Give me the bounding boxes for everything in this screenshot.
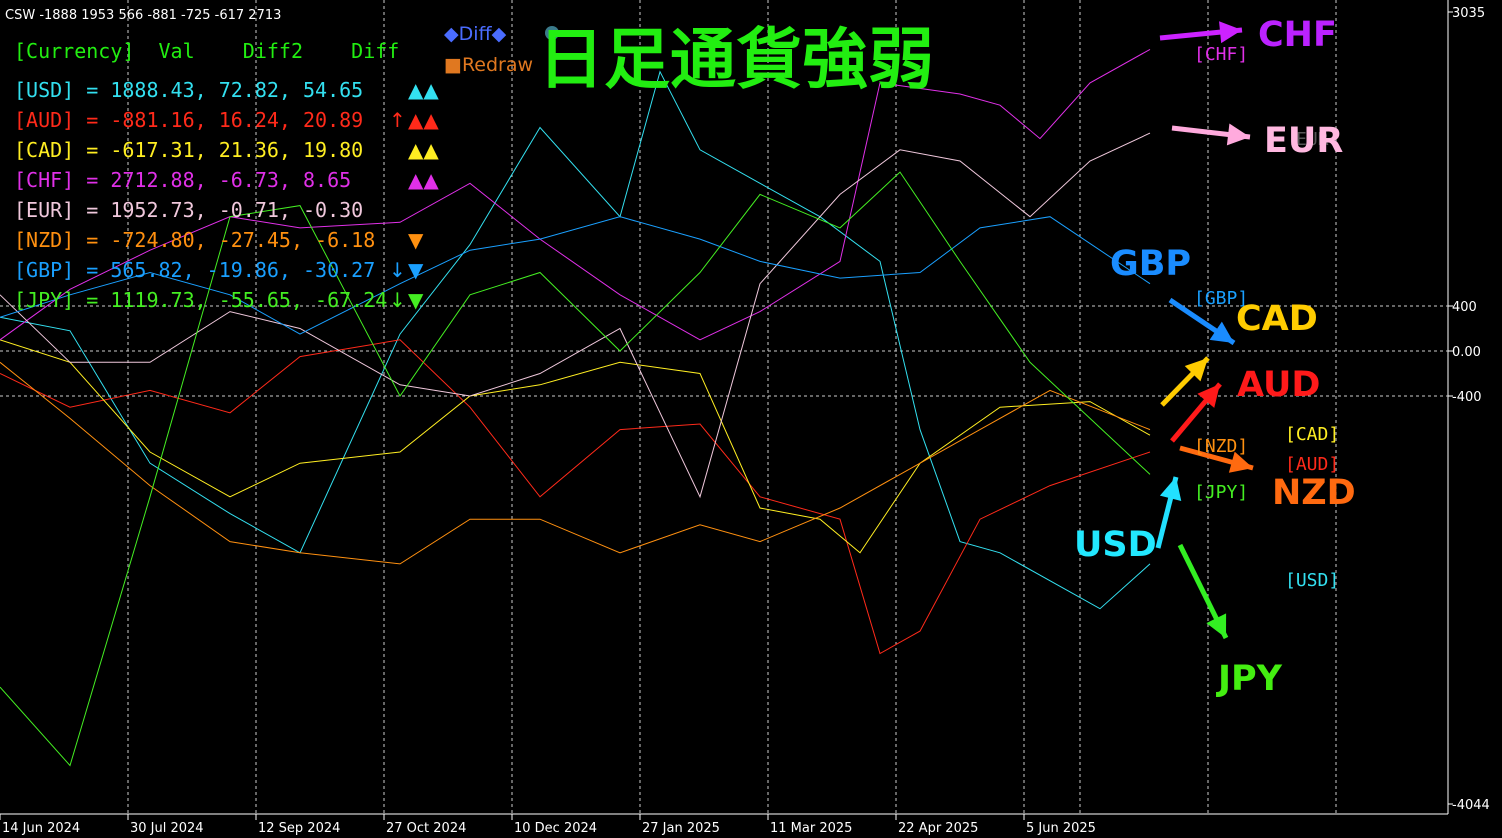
annotation-arrows <box>1155 21 1254 640</box>
x-tick-label: 11 Mar 2025 <box>770 821 852 836</box>
y-tick-label: 400 <box>1452 300 1477 315</box>
trend-triangle-icon: ▼ <box>408 288 424 312</box>
big-label-chf: CHF <box>1258 15 1337 55</box>
table-row: [USD] = 1888.43, 72.82, 54.65 <box>14 78 363 102</box>
x-tick-label: 12 Sep 2024 <box>258 821 340 836</box>
currency-big-labels: CHF EUR GBP CAD AUD NZD USD JPY <box>1074 15 1356 699</box>
series-line-aud <box>0 339 1151 655</box>
arrow-usd-head <box>1159 477 1182 502</box>
series-line-eur <box>0 132 1151 499</box>
series-line-gbp <box>0 216 1151 335</box>
time-axis: 14 Jun 2024 30 Jul 2024 12 Sep 2024 27 Oct … <box>0 814 1096 836</box>
big-label-aud: AUD <box>1237 365 1320 405</box>
trend-arrow-icon: ↑ <box>389 108 406 132</box>
series-line-jpy <box>0 171 1151 767</box>
series-line-nzd <box>0 361 1151 565</box>
trend-arrow-icon: ↓ <box>389 258 406 282</box>
big-label-eur: EUR <box>1264 121 1343 161</box>
big-label-cad: CAD <box>1236 299 1318 339</box>
trend-triangle-icon: ▲▲ <box>408 78 439 102</box>
series-line-cad <box>0 339 1151 554</box>
end-label-usd: [USD] <box>1285 570 1339 591</box>
x-tick-label: 5 Jun 2025 <box>1026 821 1096 836</box>
trend-triangle-icon: ▲▲ <box>408 138 439 162</box>
x-tick-label: 14 Jun 2024 <box>2 821 80 836</box>
big-label-usd: USD <box>1074 525 1157 565</box>
big-label-gbp: GBP <box>1110 244 1191 284</box>
trend-triangle-icon: ▲▲ <box>408 108 439 132</box>
y-tick-label: 0.00 <box>1452 345 1481 360</box>
arrow-gbp-head <box>1209 321 1234 343</box>
arrow-eur-head <box>1226 123 1250 146</box>
price-axis: 3035 400 0.00 -400 -4044 <box>1448 6 1490 813</box>
trend-triangle-icon: ▼ <box>408 228 424 252</box>
currency-table: [Currency] Val Diff2 Diff [USD] = 1888.4… <box>14 39 439 312</box>
series-end-labels: [CHF] [GBP] [NZD] [JPY] [CAD] [AUD] [USD] EUR <box>1194 44 1339 591</box>
table-row: [CHF] = 2712.88, -6.73, 8.65 <box>14 168 351 192</box>
arrow-chf-head <box>1219 21 1242 44</box>
trend-triangle-icon: ▼ <box>408 258 424 282</box>
y-tick-label: -4044 <box>1452 798 1490 813</box>
arrow-nzd-head <box>1228 451 1253 473</box>
end-label-nzd: [NZD] <box>1194 436 1248 457</box>
end-label-cad: [CAD] <box>1285 424 1339 445</box>
table-header: [Currency] Val Diff2 Diff <box>14 39 399 63</box>
x-tick-label: 30 Jul 2024 <box>130 821 204 836</box>
table-row: [EUR] = 1952.73, -0.71, -0.30 <box>14 198 363 222</box>
end-label-eur: EUR <box>1296 129 1329 150</box>
end-label-chf: [CHF] <box>1194 44 1248 65</box>
x-tick-label: 27 Jan 2025 <box>642 821 720 836</box>
series-line-chf <box>0 48 1151 341</box>
big-label-jpy: JPY <box>1216 659 1283 699</box>
end-label-gbp: [GBP] <box>1194 288 1248 309</box>
table-row: [GBP] = 565.82, -19.86, -30.27 <box>14 258 375 282</box>
redraw-button[interactable]: ■Redraw <box>444 54 533 76</box>
trend-triangle-icon: ▲▲ <box>408 168 439 192</box>
end-label-jpy: [JPY] <box>1194 482 1248 503</box>
table-row: [AUD] = -881.16, 16.24, 20.89 <box>14 108 363 132</box>
grid <box>0 0 1448 814</box>
indicator-header: CSW -1888 1953 566 -881 -725 -617 2713 <box>5 8 281 23</box>
trend-arrow-icon: ↓ <box>389 288 406 312</box>
table-row: [CAD] = -617.31, 21.36, 19.80 <box>14 138 363 162</box>
table-row: [JPY] = 1119.73, -55.65, -67.24 <box>14 288 387 312</box>
diff-button[interactable]: ◆Diff◆ <box>444 23 507 45</box>
arrow-cad-head <box>1184 358 1208 382</box>
big-label-nzd: NZD <box>1272 473 1356 513</box>
chart-title: 日足通貨強弱 <box>538 21 934 98</box>
x-tick-label: 27 Oct 2024 <box>386 821 466 836</box>
x-tick-label: 22 Apr 2025 <box>898 821 978 836</box>
arrow-jpy-head <box>1206 613 1227 638</box>
table-row: [NZD] = -724.80, -27.45, -6.18 <box>14 228 375 252</box>
toggle-dot-icon[interactable] <box>545 26 559 40</box>
series-line-usd <box>0 70 1151 610</box>
x-tick-label: 10 Dec 2024 <box>514 821 597 836</box>
y-tick-label: 3035 <box>1452 6 1485 21</box>
arrow-aud-head <box>1197 384 1220 408</box>
series-lines <box>0 48 1151 767</box>
y-tick-label: -400 <box>1452 390 1482 405</box>
end-label-aud: [AUD] <box>1285 454 1339 475</box>
